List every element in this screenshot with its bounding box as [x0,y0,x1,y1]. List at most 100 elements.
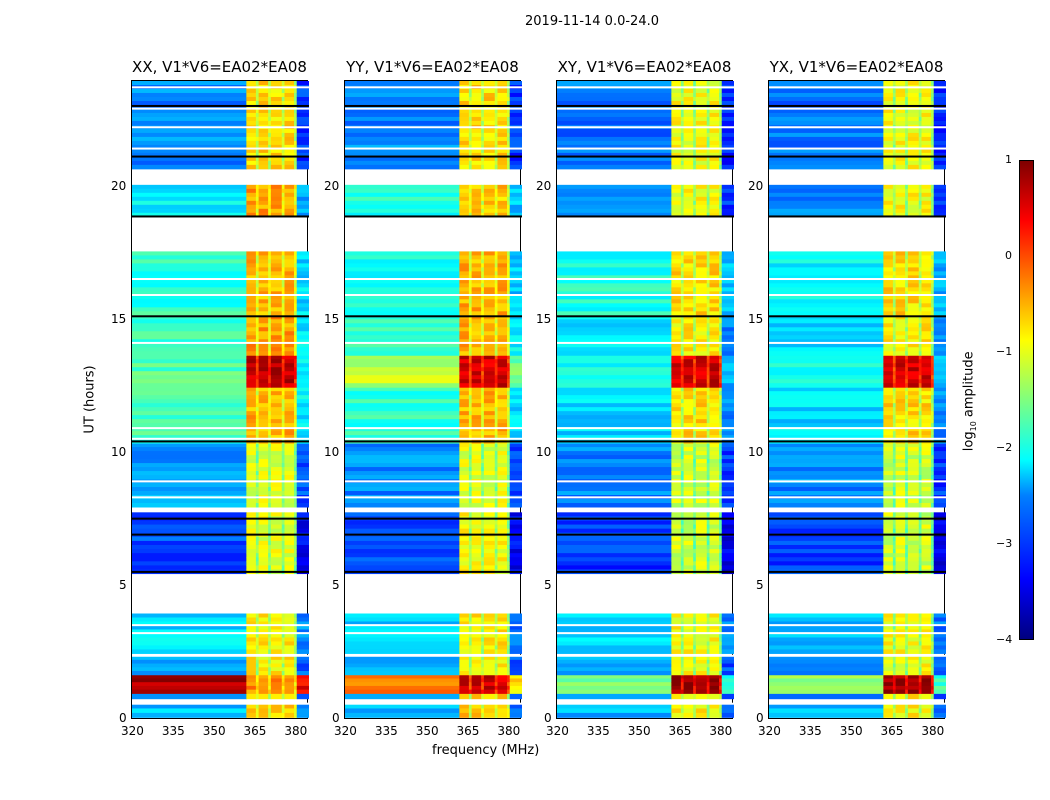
heatmap-cell [497,192,508,198]
heatmap-cell [683,544,694,550]
heatmap-cell [918,491,922,496]
heatmap-cell [557,148,672,154]
heatmap-cell [468,311,473,316]
heatmap-cell [769,656,884,661]
x-tick-label: 380 [709,724,733,738]
heatmap-cell [345,667,460,672]
heatmap-cell [507,267,511,272]
heatmap-cell [921,528,932,534]
heatmap-cell [557,351,672,356]
heatmap-cell [497,411,508,416]
heatmap-cell [270,659,283,665]
heatmap-cell [671,553,682,558]
heatmap-cell [294,92,298,98]
heatmap-cell [709,475,720,480]
heatmap-cell [921,641,932,646]
heatmap-cell [284,524,295,530]
heatmap-cell [706,565,710,570]
heatmap-cell [907,443,920,448]
heatmap-cell [471,311,482,316]
heatmap-cell [709,108,720,114]
heatmap-cell [345,617,460,622]
heatmap-cell [459,104,470,110]
heatmap-cell [294,363,298,368]
heatmap-cell [680,621,685,626]
heatmap-cell [468,359,473,364]
heatmap-cell [497,259,508,264]
heatmap-cell [709,299,720,304]
heatmap-cell [258,549,269,554]
heatmap-cell [281,387,285,392]
heatmap-cell [907,331,920,336]
heatmap-cell [471,549,482,554]
heatmap-cell [468,682,473,687]
heatmap-cell [255,351,260,356]
heatmap-cell [281,455,285,460]
heatmap-cell [468,633,473,638]
heatmap-cell [258,553,269,558]
heatmap-cell [497,704,508,709]
heatmap-cell [468,451,473,456]
heatmap-cell [294,192,298,198]
heatmap-cell [905,423,909,428]
heatmap-cell [695,399,708,404]
heatmap-cell [671,712,682,718]
heatmap-cell [918,693,922,700]
heatmap-cell [494,204,498,210]
heatmap-cell [483,613,496,618]
heatmap-cell [509,387,522,392]
heatmap-cell [471,136,482,142]
heatmap-cell [933,499,946,504]
heatmap-cell [721,375,734,380]
heatmap-cell [892,549,897,554]
heatmap-cell [281,255,285,260]
heatmap-cell [709,188,720,194]
heatmap-cell [258,659,269,665]
heatmap-cell [494,355,498,360]
heatmap-cell [557,343,672,348]
heatmap-cell [132,463,247,468]
heatmap-cell [507,524,511,530]
heatmap-cell [683,399,694,404]
heatmap-cell [483,685,496,691]
heatmap-cell [892,383,897,388]
heatmap-cell [671,423,682,428]
heatmap-cell [296,359,309,364]
heatmap-cell [507,279,511,284]
heatmap-cell [695,395,708,400]
heatmap-cell [693,520,697,526]
heatmap-cell [281,148,285,154]
heatmap-cell [281,136,285,142]
heatmap-cell [468,487,473,492]
heatmap-cell [719,343,723,348]
heatmap-cell [483,499,496,504]
heatmap-cell [246,156,257,162]
heatmap-cell [468,649,473,654]
heatmap-cell [557,712,672,718]
heatmap-cell [721,291,734,296]
heatmap-cell [268,339,272,344]
heatmap-panel [768,80,946,719]
heatmap-cell [719,549,723,554]
heatmap-cell [931,487,935,492]
heatmap-cell [557,678,672,683]
heatmap-cell [494,96,498,102]
heatmap-cell [345,415,460,420]
heatmap-cell [557,279,672,284]
heatmap-cell [693,383,697,388]
heatmap-cell [680,267,685,272]
heatmap-cell [255,283,260,288]
heatmap-cell [494,148,498,154]
heatmap-cell [345,383,460,388]
heatmap-cell [721,263,734,268]
heatmap-cell [132,148,247,154]
heatmap-cell [706,536,710,542]
heatmap-cell [695,164,708,170]
heatmap-cell [680,128,685,134]
heatmap-cell [468,499,473,504]
heatmap-cell [284,291,295,296]
heatmap-cell [345,196,460,202]
heatmap-cell [557,339,672,344]
heatmap-cell [671,613,682,618]
heatmap-cell [918,685,922,691]
